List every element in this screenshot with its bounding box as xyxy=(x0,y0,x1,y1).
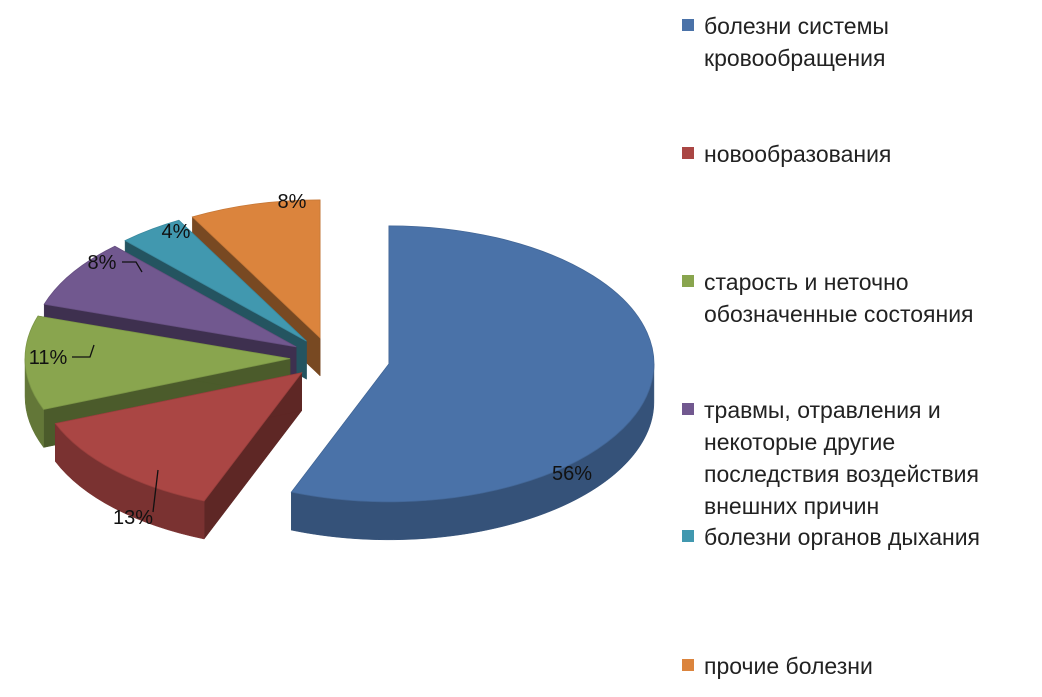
legend-label: травмы, отравления и некоторые другие по… xyxy=(704,397,979,519)
legend-swatch xyxy=(682,19,694,31)
pie-slice-top xyxy=(54,372,303,502)
pie-chart: 56% 13% 11% 8% 4% 8% xyxy=(24,191,655,541)
pie-slice-top xyxy=(191,199,321,339)
legend-label: прочие болезни xyxy=(704,653,873,679)
legend-item: болезни системы кровообращения xyxy=(682,10,1042,74)
legend-swatch xyxy=(682,275,694,287)
legend-swatch xyxy=(682,403,694,415)
legend-label: новообразования xyxy=(704,141,892,167)
leader-line xyxy=(72,344,95,358)
data-label: 11% xyxy=(29,347,68,369)
legend-item: старость и неточно обозначенные состояни… xyxy=(682,266,1042,330)
pie-slice-1 xyxy=(54,371,303,540)
pie-slice-top xyxy=(290,225,655,503)
pie-slice-top xyxy=(43,245,297,348)
pie-slice-0 xyxy=(290,225,655,541)
legend-swatch xyxy=(682,147,694,159)
legend-swatch xyxy=(682,530,694,542)
legend-swatch xyxy=(682,659,694,671)
data-label: 4% xyxy=(162,221,191,243)
leader-line xyxy=(152,469,159,513)
data-label: 13% xyxy=(113,507,153,529)
data-label: 56% xyxy=(552,463,592,485)
legend-label: старость и неточно обозначенные состояни… xyxy=(704,269,974,327)
legend-item: болезни органов дыхания xyxy=(682,521,1042,553)
legend-item: новообразования xyxy=(682,138,1042,170)
legend-item: прочие болезни xyxy=(682,650,1042,682)
legend-label: болезни системы кровообращения xyxy=(704,13,889,71)
pie-slice-top xyxy=(24,315,291,410)
leader-line xyxy=(122,261,143,273)
data-label: 8% xyxy=(88,252,117,274)
legend-label: болезни органов дыхания xyxy=(704,524,980,550)
legend-item: травмы, отравления и некоторые другие по… xyxy=(682,394,1042,522)
pie-slice-top xyxy=(124,219,307,342)
data-label: 8% xyxy=(278,191,307,213)
